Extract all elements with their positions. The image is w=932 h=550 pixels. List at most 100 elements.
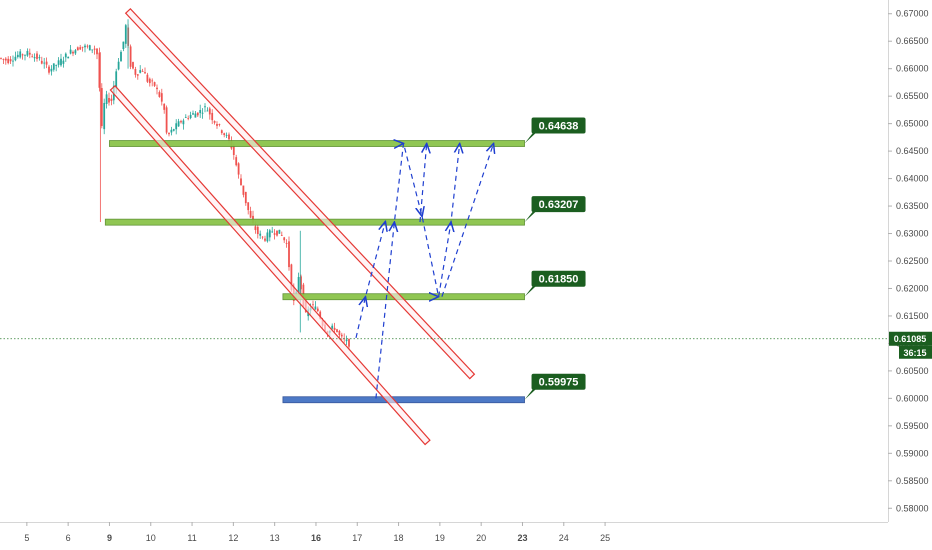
candle — [340, 332, 343, 341]
candle — [81, 46, 84, 52]
candle-body — [31, 56, 34, 58]
x-tick-label: 16 — [311, 533, 321, 543]
candle-body — [278, 229, 281, 234]
candle-body — [276, 230, 278, 236]
candle-body — [199, 109, 202, 114]
channel-lower-line[interactable] — [109, 84, 431, 446]
candle — [144, 67, 146, 74]
candle — [259, 230, 262, 239]
candle — [55, 64, 58, 72]
candle-body — [300, 276, 302, 290]
resistance-2-zone[interactable] — [104, 218, 525, 226]
y-tick-label: 0.62500 — [896, 256, 929, 266]
candle — [100, 83, 103, 129]
candle — [182, 118, 185, 130]
candle-body — [196, 112, 199, 116]
y-tick-label: 0.63500 — [896, 201, 929, 211]
candle-body — [146, 74, 149, 82]
candle — [266, 229, 269, 243]
countdown-text: 36:15 — [903, 348, 926, 358]
y-tick-label: 0.61500 — [896, 311, 929, 321]
candle-body — [216, 124, 218, 126]
candle — [268, 228, 271, 242]
candle — [278, 229, 281, 234]
candle-body — [259, 233, 262, 236]
candle — [208, 106, 211, 120]
support-1-zone[interactable] — [282, 396, 525, 404]
projection-path[interactable] — [419, 143, 427, 223]
x-axis[interactable]: 5 6 9 10 11 12 13 16 17 18 19 20 23 24 25 — [0, 522, 888, 543]
x-tick-label: 25 — [600, 533, 610, 543]
candle-body — [57, 60, 60, 65]
candle-body — [62, 60, 65, 64]
candle — [76, 46, 79, 51]
candle — [93, 45, 96, 55]
candle-body — [213, 121, 216, 123]
x-tick-label: 5 — [24, 533, 29, 543]
label-text: 0.61850 — [539, 274, 579, 286]
candle — [7, 56, 10, 65]
candle — [170, 126, 173, 136]
candle-body — [280, 234, 283, 236]
candle — [74, 48, 77, 56]
candle-body — [115, 71, 118, 89]
candle-body — [74, 50, 77, 54]
candle — [168, 132, 170, 137]
y-tick-label: 0.58000 — [896, 503, 929, 513]
candle — [86, 44, 89, 49]
candle-body — [336, 329, 338, 332]
candle — [240, 174, 242, 186]
candle-body — [67, 56, 70, 59]
current-price-box — [889, 331, 932, 346]
candle — [151, 78, 154, 87]
candle-body — [132, 62, 134, 69]
current-price-value: 0.61085 — [894, 334, 927, 344]
projection-path[interactable] — [355, 221, 385, 339]
candle-body — [76, 47, 79, 51]
candle-body — [240, 178, 242, 186]
candle — [52, 63, 55, 72]
x-tick-label: 18 — [394, 533, 404, 543]
candle-body — [24, 54, 26, 56]
candle-body — [314, 306, 317, 310]
candle-body — [88, 45, 91, 51]
candle-body — [103, 102, 106, 130]
projection-paths[interactable] — [355, 143, 494, 399]
candle-body — [163, 103, 166, 110]
candle-body — [256, 226, 259, 235]
candle-body — [84, 45, 86, 48]
candle — [158, 90, 161, 98]
candle — [201, 108, 204, 119]
candle — [64, 52, 67, 62]
label-box — [531, 373, 586, 390]
candle-body — [139, 70, 142, 73]
resistance-1-label: 0.64638 — [524, 117, 586, 144]
candle — [211, 109, 214, 125]
candle — [194, 111, 197, 118]
y-tick-label: 0.66500 — [896, 36, 929, 46]
candle-body — [134, 69, 137, 75]
candle-body — [266, 232, 269, 242]
candle-body — [45, 61, 48, 65]
candle — [153, 81, 156, 88]
candle — [189, 111, 192, 120]
candle-body — [100, 88, 103, 127]
candle — [31, 53, 34, 58]
resistance-1-zone[interactable] — [109, 140, 525, 147]
y-axis[interactable]: 0.67000 0.66500 0.66000 0.65500 0.65000 0.645… — [888, 0, 929, 522]
candle-body — [268, 230, 271, 238]
candle-body — [220, 130, 223, 134]
candle-body — [40, 60, 43, 64]
candle — [312, 300, 314, 308]
candle-body — [19, 51, 22, 58]
candle-body — [86, 45, 89, 47]
candle-body — [129, 46, 132, 67]
candle-body — [55, 64, 58, 66]
candle-body — [348, 338, 350, 347]
candle — [19, 48, 22, 59]
candle-body — [12, 60, 14, 62]
candle-body — [170, 129, 173, 133]
x-tick-label: 17 — [352, 533, 362, 543]
projection-path[interactable] — [375, 143, 460, 399]
